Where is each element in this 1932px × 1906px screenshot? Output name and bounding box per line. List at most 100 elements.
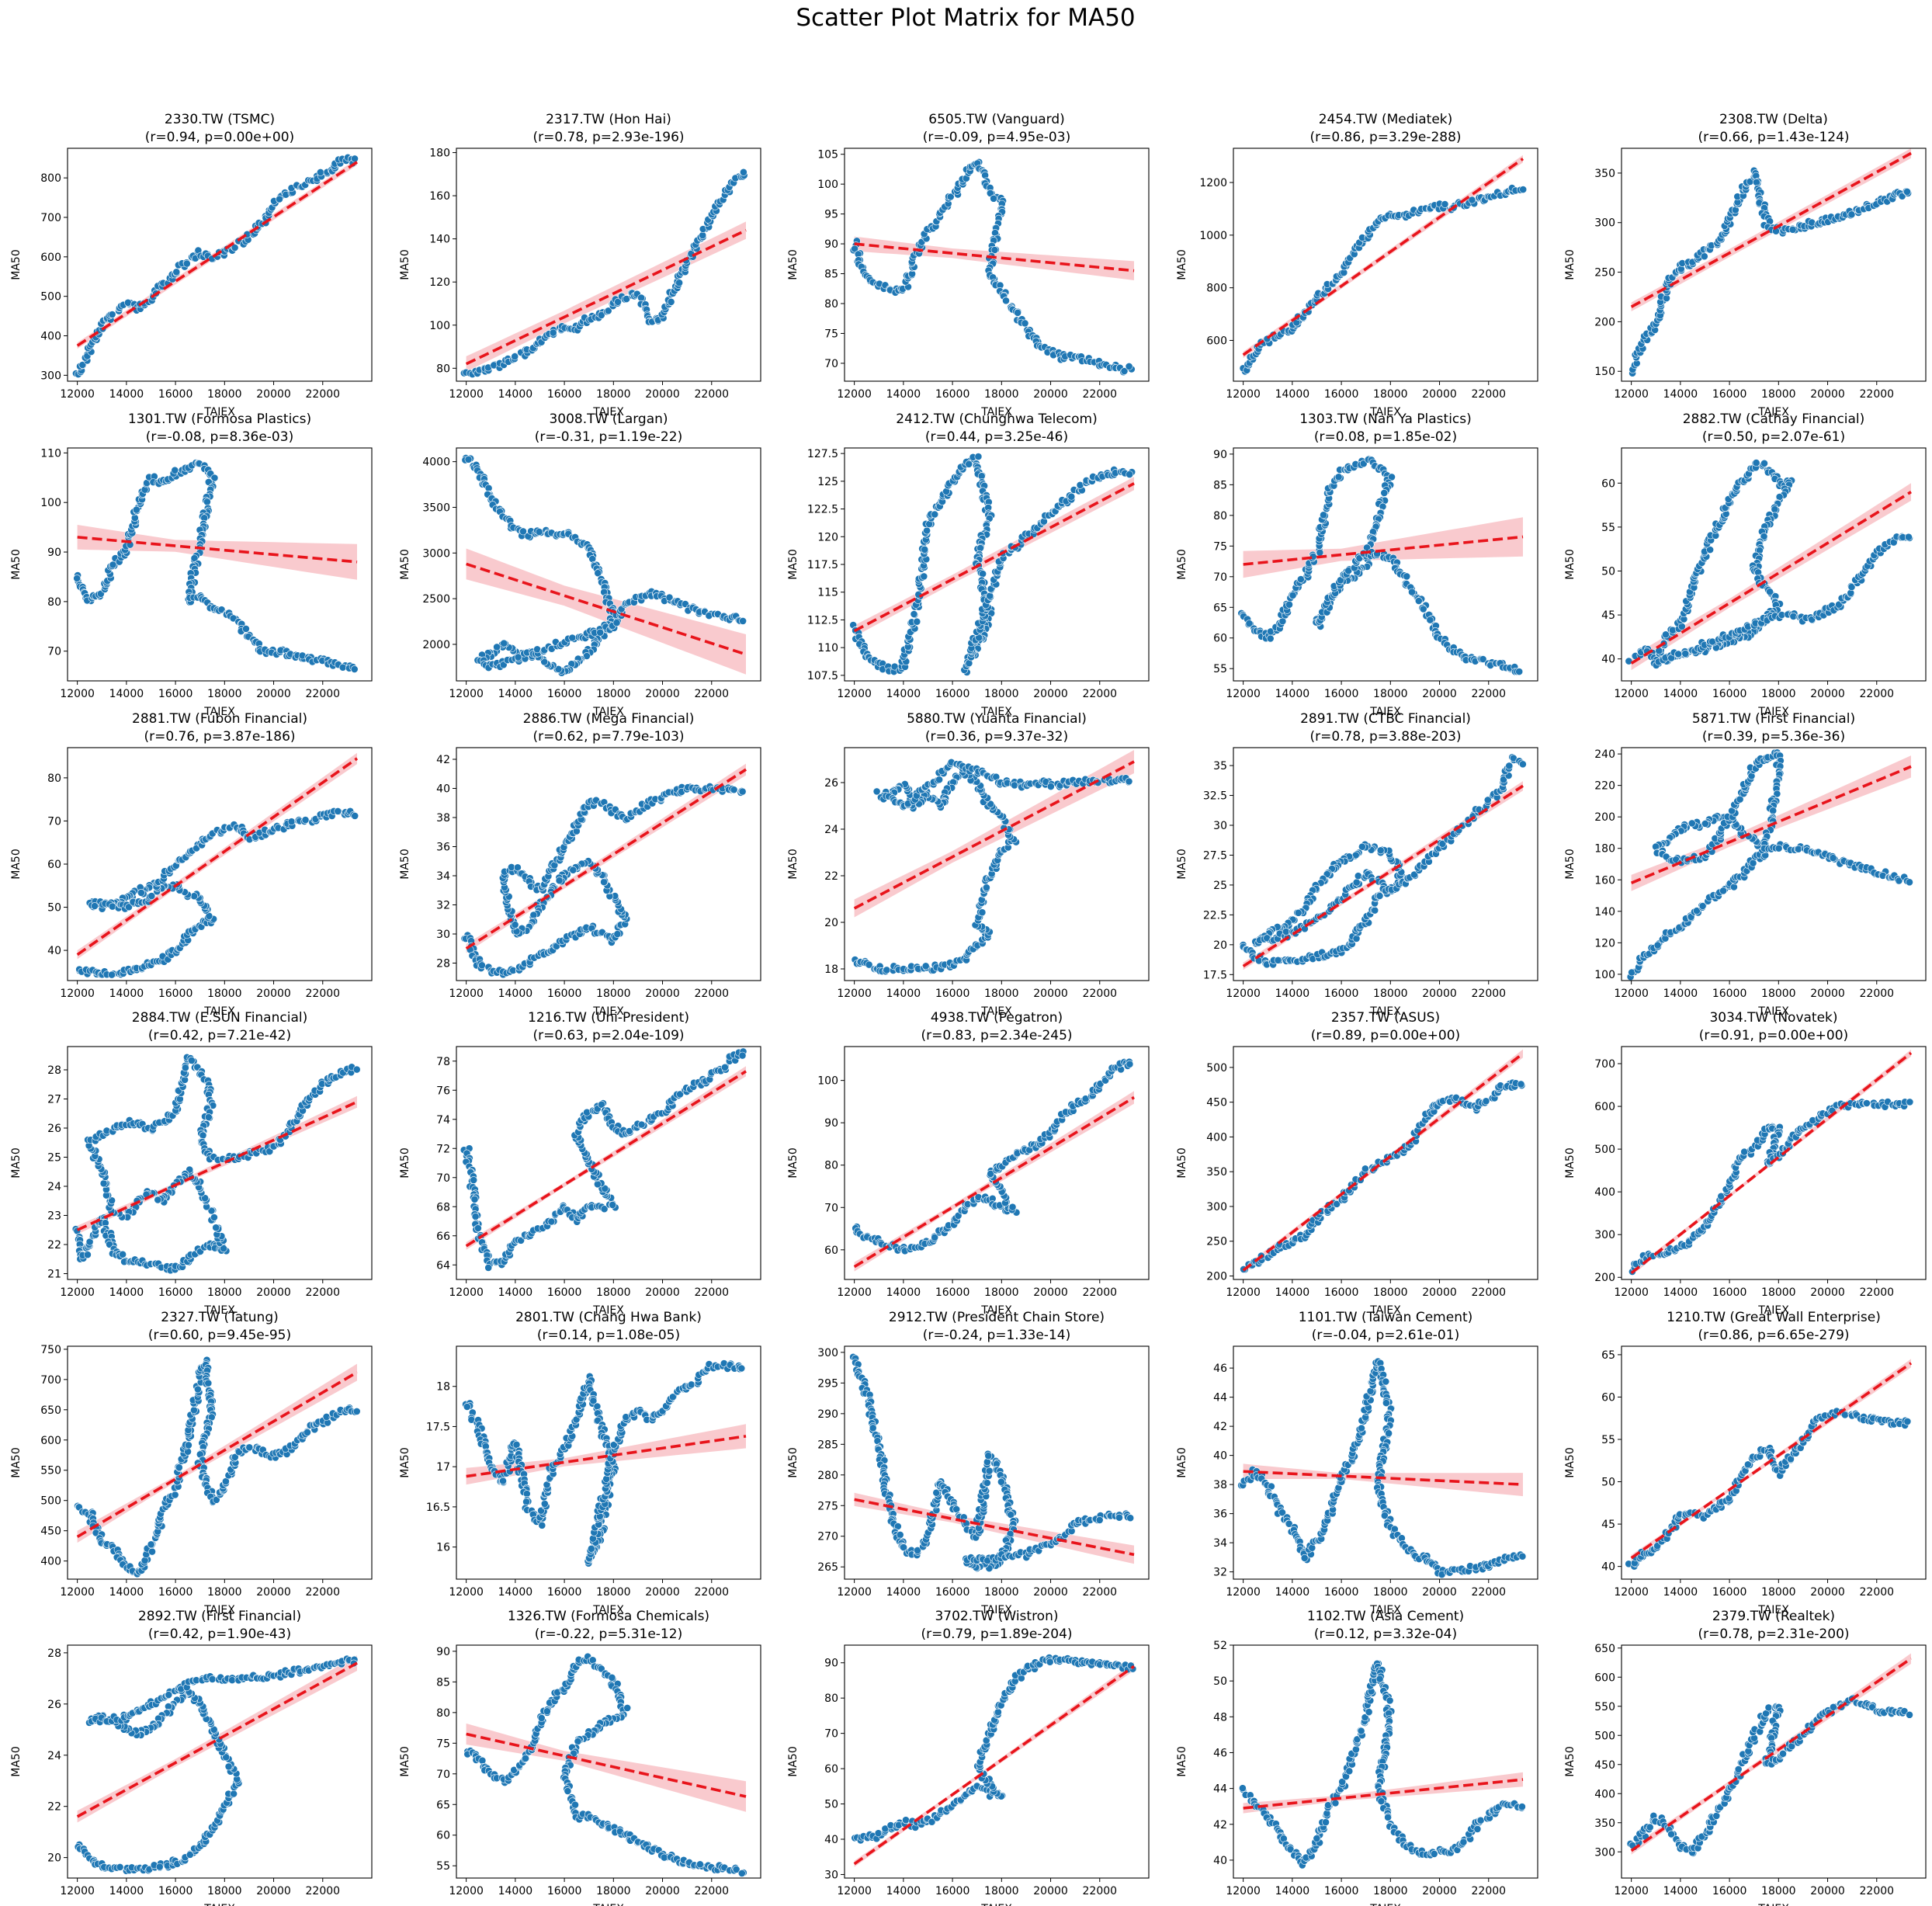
data-point (276, 195, 283, 203)
data-point (913, 617, 921, 626)
data-point (109, 561, 117, 569)
x-tick-label: 16000 (935, 388, 970, 401)
y-tick-label: 60 (1213, 633, 1227, 645)
data-point (484, 484, 493, 492)
data-point (931, 510, 939, 519)
y-axis-label: MA50 (1176, 549, 1188, 579)
x-tick-label: 20000 (256, 688, 291, 700)
x-tick-label: 12000 (837, 388, 872, 401)
y-tick-label: 32 (436, 900, 450, 912)
data-point (946, 193, 955, 201)
x-tick-label: 16000 (1712, 988, 1747, 1000)
x-tick-label: 14000 (498, 388, 533, 401)
x-tick-label: 18000 (1761, 388, 1796, 401)
x-tick-label: 18000 (984, 988, 1019, 1000)
data-point (1294, 908, 1302, 917)
y-tick-label: 110 (40, 447, 61, 460)
y-tick-label: 70 (47, 646, 61, 658)
data-point (568, 634, 577, 642)
x-tick-label: 22000 (1472, 988, 1507, 1000)
data-point (1674, 650, 1683, 658)
subplot-6: 12000 14000 16000 18000 20000 220007080901001… (10, 411, 373, 718)
x-tick-label: 16000 (935, 688, 970, 700)
y-tick-label: 27.5 (1203, 849, 1227, 862)
y-tick-label: 700 (40, 212, 61, 224)
subplot-title: 2317.TW (Hon Hai) (546, 112, 671, 127)
plot-frame (456, 148, 761, 382)
y-tick-label: 80 (47, 596, 61, 609)
y-tick-label: 35 (1213, 760, 1227, 772)
y-tick-label: 80 (436, 363, 450, 375)
x-tick-label: 18000 (1373, 988, 1408, 1000)
x-tick-label: 18000 (207, 688, 242, 700)
y-tick-label: 30 (436, 929, 450, 941)
data-point (334, 807, 342, 815)
y-tick-label: 40 (1601, 654, 1615, 666)
y-tick-label: 60 (1601, 477, 1615, 490)
data-point (1519, 760, 1527, 769)
data-point (470, 1176, 478, 1184)
data-point (604, 307, 612, 315)
subplot-stats: (r=0.42, p=7.21e-42) (148, 1028, 291, 1043)
data-point (181, 1064, 189, 1072)
data-point (464, 455, 473, 463)
x-tick-label: 22000 (1083, 388, 1118, 401)
x-tick-label: 12000 (60, 988, 95, 1000)
y-axis-label: MA50 (10, 1147, 23, 1178)
x-tick-label: 18000 (1761, 988, 1796, 1000)
data-point (910, 610, 918, 618)
data-point (210, 1213, 218, 1221)
subplot-15: 12000 14000 16000 18000 20000 220001001201401… (1564, 711, 1927, 1018)
x-tick-label: 20000 (1810, 988, 1845, 1000)
data-point (1794, 845, 1802, 853)
y-tick-label: 800 (40, 172, 61, 185)
y-tick-label: 120 (1594, 937, 1615, 950)
y-tick-label: 38 (436, 812, 450, 825)
x-tick-label: 12000 (1614, 688, 1649, 700)
x-tick-label: 22000 (1860, 388, 1895, 401)
y-tick-label: 117.5 (807, 559, 838, 571)
y-tick-label: 160 (1594, 874, 1615, 887)
x-tick-label: 12000 (1226, 988, 1261, 1000)
y-tick-label: 600 (1206, 335, 1227, 347)
subplot-stats: (r=0.08, p=1.85e-02) (1314, 429, 1457, 445)
data-point (533, 645, 541, 654)
x-tick-label: 14000 (498, 688, 533, 700)
x-tick-label: 18000 (596, 388, 631, 401)
y-tick-label: 24 (47, 1181, 61, 1193)
subplot-stats: (r=0.66, p=1.43e-124) (1698, 130, 1849, 145)
x-tick-label: 20000 (1810, 688, 1845, 700)
x-tick-label: 14000 (886, 388, 921, 401)
y-axis-label: MA50 (787, 249, 800, 279)
x-tick-label: 14000 (1275, 388, 1310, 401)
data-point (351, 812, 359, 820)
y-tick-label: 500 (40, 291, 61, 304)
data-point (1700, 252, 1708, 261)
x-tick-label: 16000 (1324, 388, 1359, 401)
data-point (738, 787, 747, 796)
data-point (535, 528, 543, 536)
regression-line (465, 768, 747, 950)
x-tick-label: 12000 (1614, 388, 1649, 401)
x-tick-label: 16000 (547, 388, 582, 401)
subplot-7: 12000 14000 16000 18000 20000 220002000250030… (399, 411, 761, 718)
y-tick-label: 75 (824, 328, 838, 340)
y-tick-label: 20 (1213, 939, 1227, 952)
subplot-stats: (r=0.50, p=2.07e-61) (1702, 429, 1845, 445)
subplot-title: 6505.TW (Vanguard) (928, 112, 1065, 127)
x-axis-label: TAIEX (592, 406, 624, 418)
x-tick-label: 18000 (207, 988, 242, 1000)
subplot-4: 12000 14000 16000 18000 20000 220006008001000… (1176, 112, 1538, 418)
y-tick-label: 26 (47, 1123, 61, 1135)
y-tick-label: 120 (817, 531, 838, 543)
y-tick-label: 3500 (422, 502, 450, 514)
y-tick-label: 22 (824, 870, 838, 883)
y-tick-label: 80 (47, 772, 61, 785)
data-point (990, 194, 997, 203)
data-point (883, 966, 891, 974)
x-tick-label: 12000 (1226, 688, 1261, 700)
data-point (78, 361, 87, 369)
x-tick-label: 20000 (256, 388, 291, 401)
data-point (470, 1195, 479, 1203)
